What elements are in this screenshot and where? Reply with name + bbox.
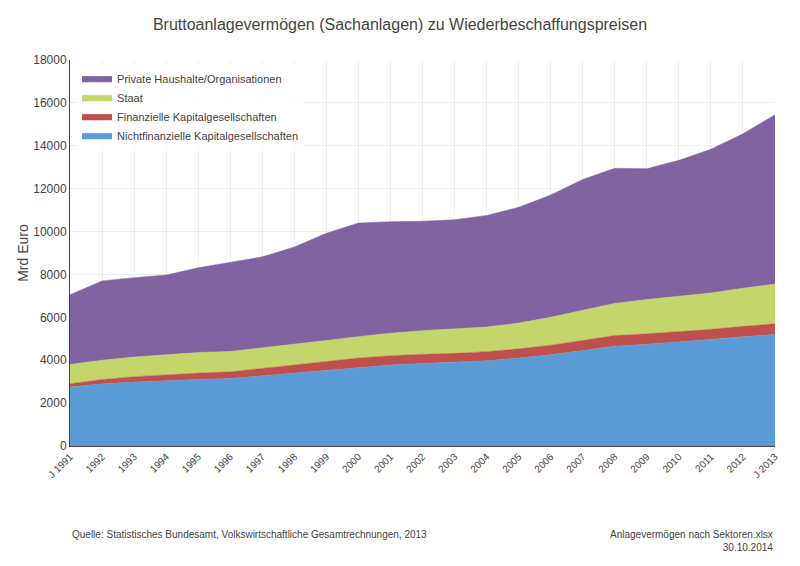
svg-text:1995: 1995 [180,451,204,475]
svg-text:2000: 2000 [340,451,364,475]
svg-text:2005: 2005 [500,451,524,475]
svg-text:10000: 10000 [33,225,67,239]
svg-text:2012: 2012 [724,451,748,475]
svg-text:6000: 6000 [40,311,67,325]
svg-text:2010: 2010 [660,451,684,475]
svg-text:2008: 2008 [596,451,620,475]
svg-text:J 1991: J 1991 [46,451,75,480]
svg-text:Nichtfinanzielle Kapitalgesell: Nichtfinanzielle Kapitalgesellschaften [117,130,298,142]
svg-text:2011: 2011 [693,451,716,474]
svg-text:Mrd Euro: Mrd Euro [15,224,31,282]
svg-text:Quelle: Statistisches Bundesam: Quelle: Statistisches Bundesamt, Volkswi… [72,529,427,540]
svg-text:14000: 14000 [33,139,67,153]
svg-text:12000: 12000 [33,182,67,196]
svg-text:18000: 18000 [33,53,67,67]
svg-text:Finanzielle Kapitalgesellschaf: Finanzielle Kapitalgesellschaften [117,111,277,123]
svg-text:2009: 2009 [628,451,652,475]
svg-text:1998: 1998 [276,451,300,475]
svg-text:2006: 2006 [532,451,556,475]
svg-text:2007: 2007 [564,451,588,475]
svg-text:1993: 1993 [116,451,140,475]
svg-text:0: 0 [60,439,67,453]
svg-text:Private Haushalte/Organisation: Private Haushalte/Organisationen [117,73,281,85]
svg-text:2000: 2000 [40,396,67,410]
svg-text:1999: 1999 [308,451,332,475]
svg-text:2004: 2004 [468,451,492,475]
svg-text:1996: 1996 [212,451,236,475]
svg-text:1992: 1992 [83,451,107,475]
svg-text:1997: 1997 [244,451,268,475]
svg-text:2001: 2001 [372,451,396,475]
svg-text:2003: 2003 [436,451,460,475]
svg-text:2002: 2002 [404,451,428,475]
svg-text:4000: 4000 [40,353,67,367]
svg-text:Bruttoanlagevermögen (Sachanla: Bruttoanlagevermögen (Sachanlagen) zu Wi… [153,16,647,33]
svg-text:Staat: Staat [117,92,143,104]
svg-text:16000: 16000 [33,96,67,110]
svg-text:8000: 8000 [40,268,67,282]
svg-text:J 2013: J 2013 [751,451,780,480]
svg-text:Anlagevermögen nach Sektoren.x: Anlagevermögen nach Sektoren.xlsx30.10.2… [610,529,773,553]
svg-text:1994: 1994 [148,451,172,475]
